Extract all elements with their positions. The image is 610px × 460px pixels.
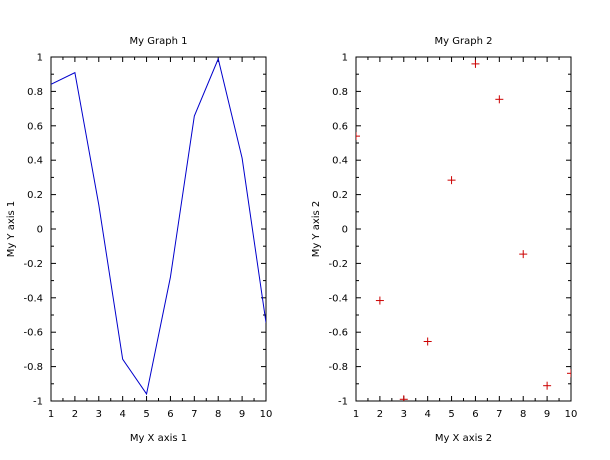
x-tick-label: 8 bbox=[520, 409, 526, 420]
y-tick-label: -1 bbox=[338, 397, 348, 408]
y-tick-label: 0.2 bbox=[27, 190, 43, 201]
y-tick-label: 0.4 bbox=[27, 156, 43, 167]
x-tick-label: 4 bbox=[424, 409, 430, 420]
x-tick-label: 7 bbox=[191, 409, 197, 420]
plot-frame bbox=[355, 56, 572, 402]
y-tick-label: -0.2 bbox=[23, 259, 43, 270]
x-axis-label: My X axis 2 bbox=[435, 433, 492, 444]
chart-2: My Graph 2 My X axis 2 My Y axis 2 1 2 3 4 5 6 7 8… bbox=[311, 36, 577, 444]
y-tick-label: -0.2 bbox=[328, 259, 348, 270]
y-tick-label: -0.4 bbox=[23, 293, 43, 304]
x-tick-label: 5 bbox=[143, 409, 149, 420]
y-tick-label: 0.4 bbox=[332, 156, 348, 167]
x-tick-label: 3 bbox=[96, 409, 102, 420]
scatter-point bbox=[543, 381, 552, 390]
y-axis-label: My Y axis 1 bbox=[6, 201, 17, 258]
scatter-point bbox=[356, 132, 360, 141]
x-tick-label: 2 bbox=[377, 409, 383, 420]
y-tick-label: 0.8 bbox=[332, 87, 348, 98]
y-tick-label: -0.6 bbox=[23, 328, 43, 339]
series-line bbox=[51, 57, 266, 396]
x-tick-label: 4 bbox=[119, 409, 125, 420]
x-tick-label: 7 bbox=[496, 409, 502, 420]
y-tick-label: -0.4 bbox=[328, 293, 348, 304]
scatter-point bbox=[399, 395, 408, 401]
y-tick-label: 0.8 bbox=[27, 87, 43, 98]
y-tick-label: 0 bbox=[342, 225, 348, 236]
chart-1: My Graph 1 My X axis 1 My Y axis 1 1 2 3 4 5 6 7 8… bbox=[6, 36, 272, 444]
y-tick-label: -1 bbox=[33, 397, 43, 408]
scatter-point bbox=[447, 176, 456, 185]
x-axis-label: My X axis 1 bbox=[130, 433, 187, 444]
chart-title: My Graph 2 bbox=[435, 36, 493, 47]
scatter-point bbox=[567, 369, 571, 378]
x-tick-label: 8 bbox=[215, 409, 221, 420]
y-tick-label: 0.6 bbox=[332, 121, 348, 132]
scatter-point bbox=[423, 337, 432, 346]
plot-area bbox=[51, 57, 266, 396]
x-tick-label: 1 bbox=[48, 409, 54, 420]
x-tick-label: 6 bbox=[472, 409, 478, 420]
y-tick-label: 0.6 bbox=[27, 121, 43, 132]
x-tick-label: 2 bbox=[72, 409, 78, 420]
x-tick-label: 1 bbox=[353, 409, 359, 420]
y-tick-label: 0 bbox=[37, 225, 43, 236]
y-tick-label: 1 bbox=[37, 53, 43, 64]
y-tick-label: 0.2 bbox=[332, 190, 348, 201]
scatter-point bbox=[375, 296, 384, 305]
x-tick-label: 5 bbox=[448, 409, 454, 420]
x-tick-label: 9 bbox=[239, 409, 245, 420]
y-axis-label: My Y axis 2 bbox=[311, 201, 322, 258]
y-tick-label: 1 bbox=[342, 53, 348, 64]
scatter-point bbox=[471, 59, 480, 68]
scatter-point bbox=[519, 250, 528, 259]
x-tick-label: 10 bbox=[565, 409, 578, 420]
x-tick-label: 3 bbox=[401, 409, 407, 420]
scatter-point bbox=[495, 95, 504, 104]
x-tick-label: 9 bbox=[544, 409, 550, 420]
x-tick-label: 10 bbox=[260, 409, 273, 420]
y-tick-label: -0.8 bbox=[328, 362, 348, 373]
chart-title: My Graph 1 bbox=[130, 36, 188, 47]
plot-area bbox=[356, 59, 571, 401]
plot-frame bbox=[50, 56, 267, 402]
y-tick-label: -0.8 bbox=[23, 362, 43, 373]
x-tick-label: 6 bbox=[167, 409, 173, 420]
y-tick-label: -0.6 bbox=[328, 328, 348, 339]
